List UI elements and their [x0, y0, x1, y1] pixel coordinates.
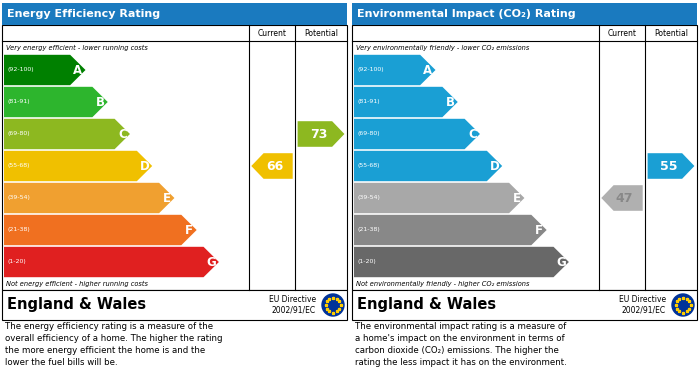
- Text: (55-68): (55-68): [7, 163, 29, 169]
- Text: D: D: [489, 160, 499, 172]
- Polygon shape: [4, 55, 85, 85]
- Text: (55-68): (55-68): [357, 163, 379, 169]
- Text: (21-38): (21-38): [7, 228, 29, 233]
- Text: A: A: [424, 63, 433, 77]
- Text: (81-91): (81-91): [7, 99, 29, 104]
- Text: Potential: Potential: [304, 29, 338, 38]
- Polygon shape: [354, 247, 569, 277]
- Polygon shape: [4, 183, 174, 213]
- Polygon shape: [354, 215, 547, 245]
- Text: (39-54): (39-54): [357, 196, 380, 201]
- Text: Very energy efficient - lower running costs: Very energy efficient - lower running co…: [6, 45, 148, 50]
- Text: (21-38): (21-38): [357, 228, 379, 233]
- Bar: [2, 25, 347, 290]
- Text: Not environmentally friendly - higher CO₂ emissions: Not environmentally friendly - higher CO…: [356, 281, 529, 287]
- Text: (81-91): (81-91): [357, 99, 379, 104]
- Text: 66: 66: [266, 160, 283, 172]
- Polygon shape: [648, 153, 694, 179]
- Polygon shape: [354, 151, 502, 181]
- Text: (69-80): (69-80): [357, 131, 379, 136]
- Text: F: F: [535, 224, 543, 237]
- Polygon shape: [4, 87, 108, 117]
- Bar: [2, 3, 347, 25]
- Polygon shape: [601, 185, 643, 211]
- Polygon shape: [4, 119, 130, 149]
- Polygon shape: [354, 87, 458, 117]
- Polygon shape: [354, 55, 435, 85]
- Polygon shape: [298, 121, 344, 147]
- Text: C: C: [118, 127, 127, 140]
- Text: E: E: [162, 192, 171, 204]
- Text: The environmental impact rating is a measure of
a home's impact on the environme: The environmental impact rating is a mea…: [355, 322, 567, 368]
- Text: (92-100): (92-100): [7, 68, 34, 72]
- Text: Not energy efficient - higher running costs: Not energy efficient - higher running co…: [6, 281, 148, 287]
- Text: England & Wales: England & Wales: [357, 298, 496, 312]
- Text: (92-100): (92-100): [357, 68, 384, 72]
- Text: EU Directive
2002/91/EC: EU Directive 2002/91/EC: [269, 295, 316, 315]
- Text: B: B: [96, 95, 104, 108]
- Text: Potential: Potential: [654, 29, 688, 38]
- Text: G: G: [556, 255, 566, 269]
- Bar: [352, 3, 697, 25]
- Text: Current: Current: [258, 29, 286, 38]
- Circle shape: [672, 294, 694, 316]
- Text: 55: 55: [660, 160, 678, 172]
- Polygon shape: [354, 119, 480, 149]
- Text: Energy Efficiency Rating: Energy Efficiency Rating: [7, 9, 160, 19]
- Polygon shape: [4, 247, 219, 277]
- Text: (69-80): (69-80): [7, 131, 29, 136]
- Text: Very environmentally friendly - lower CO₂ emissions: Very environmentally friendly - lower CO…: [356, 45, 529, 50]
- Text: England & Wales: England & Wales: [7, 298, 146, 312]
- Bar: [352, 25, 697, 290]
- Text: A: A: [74, 63, 83, 77]
- Polygon shape: [251, 153, 293, 179]
- Text: (39-54): (39-54): [7, 196, 30, 201]
- Polygon shape: [4, 151, 152, 181]
- Polygon shape: [4, 215, 197, 245]
- Text: D: D: [139, 160, 149, 172]
- Text: F: F: [185, 224, 193, 237]
- Bar: [2, 290, 347, 320]
- Bar: [352, 290, 697, 320]
- Text: (1-20): (1-20): [7, 260, 26, 264]
- Polygon shape: [354, 183, 524, 213]
- Text: 73: 73: [310, 127, 327, 140]
- Text: Environmental Impact (CO₂) Rating: Environmental Impact (CO₂) Rating: [357, 9, 575, 19]
- Text: EU Directive
2002/91/EC: EU Directive 2002/91/EC: [619, 295, 666, 315]
- Circle shape: [322, 294, 344, 316]
- Text: Current: Current: [608, 29, 636, 38]
- Text: 47: 47: [616, 192, 634, 204]
- Text: The energy efficiency rating is a measure of the
overall efficiency of a home. T: The energy efficiency rating is a measur…: [5, 322, 223, 368]
- Text: C: C: [468, 127, 477, 140]
- Text: B: B: [446, 95, 454, 108]
- Text: E: E: [512, 192, 521, 204]
- Text: (1-20): (1-20): [357, 260, 376, 264]
- Text: G: G: [206, 255, 216, 269]
